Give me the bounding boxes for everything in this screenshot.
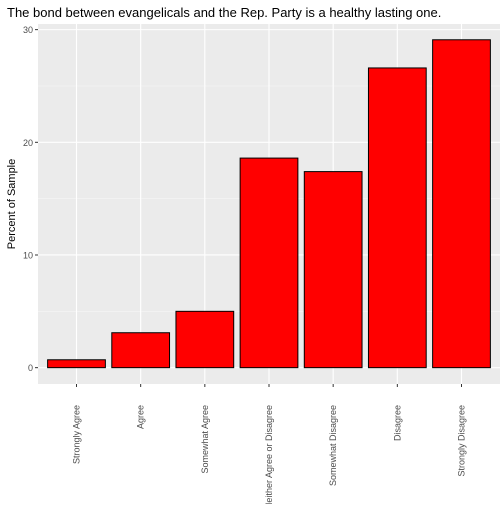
- y-tick-label: 10: [23, 250, 33, 260]
- bar-3: [239, 157, 299, 369]
- bar-5: [367, 67, 427, 369]
- bar-0: [47, 359, 106, 369]
- x-tick-label: Strongly Agree: [72, 405, 82, 464]
- x-tick-label: Somewhat Agree: [200, 405, 210, 474]
- bar-1: [111, 332, 171, 369]
- y-tick-label: 0: [28, 363, 33, 373]
- plot-panel: [38, 24, 500, 384]
- x-axis: Strongly Agree Agree Somewhat Agree Neither…: [72, 384, 467, 509]
- chart-title: The bond between evangelicals and the Re…: [7, 5, 441, 20]
- x-tick-label: Disagree: [392, 405, 402, 441]
- x-tick-label: Agree: [136, 405, 146, 429]
- x-tick-label: Strongly Disagree: [457, 405, 467, 477]
- x-tick-label: Somewhat Disagree: [328, 405, 338, 486]
- y-tick-label: 30: [23, 25, 33, 35]
- x-tick-label: Neither Agree or Disagree: [264, 405, 274, 504]
- y-axis-label: Percent of Sample: [6, 159, 18, 250]
- bar-4: [303, 171, 363, 369]
- y-axis: 0 10 20 30: [23, 25, 38, 373]
- bar-6: [432, 39, 491, 369]
- bar-2: [175, 310, 235, 369]
- y-tick-label: 20: [23, 138, 33, 148]
